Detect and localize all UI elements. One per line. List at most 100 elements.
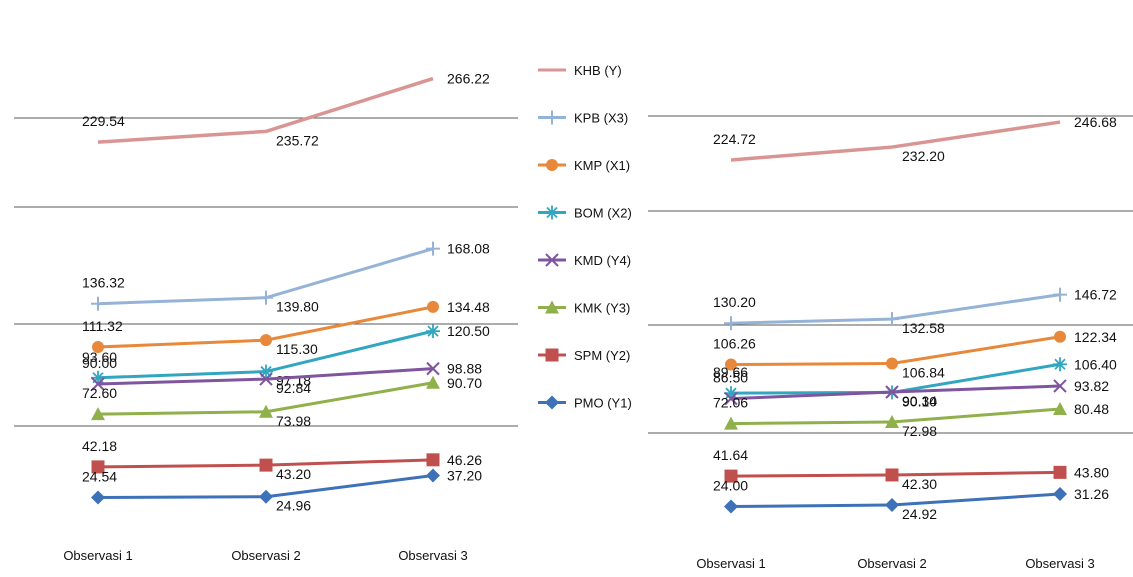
data-point bbox=[426, 361, 440, 376]
data-label: 106.26 bbox=[713, 336, 756, 352]
data-point bbox=[1053, 487, 1067, 502]
data-point bbox=[426, 468, 440, 483]
x-tick-label: Observasi 2 bbox=[231, 548, 300, 563]
data-point bbox=[91, 460, 105, 474]
data-label: 168.08 bbox=[447, 241, 490, 257]
series-line bbox=[97, 76, 434, 144]
data-label: 37.20 bbox=[447, 468, 482, 484]
legend-item-kmd-y4: KMD (Y4) bbox=[538, 253, 631, 268]
data-point bbox=[725, 358, 737, 371]
data-point bbox=[259, 404, 273, 418]
data-point bbox=[1053, 287, 1067, 302]
legend-item-spm-y2: SPM (Y2) bbox=[538, 348, 630, 363]
data-label: 43.20 bbox=[276, 466, 311, 482]
data-point bbox=[426, 453, 440, 467]
data-label: 92.84 bbox=[276, 380, 311, 396]
data-point bbox=[427, 300, 439, 313]
legend-label: KMK (Y3) bbox=[574, 301, 630, 316]
data-point bbox=[885, 497, 899, 512]
legend-item-khb-y: KHB (Y) bbox=[538, 63, 622, 78]
data-label: 139.80 bbox=[276, 299, 319, 315]
data-label: 106.84 bbox=[902, 365, 945, 381]
data-label: 235.72 bbox=[276, 132, 319, 148]
legend-label: BOM (X2) bbox=[574, 206, 632, 221]
series-line bbox=[730, 407, 1061, 426]
data-label: 90.70 bbox=[447, 375, 482, 391]
data-label: 134.48 bbox=[447, 299, 490, 315]
data-label: 42.18 bbox=[82, 438, 117, 454]
data-point bbox=[1054, 330, 1066, 343]
x-tick-label: Observasi 3 bbox=[1025, 556, 1094, 571]
data-label: 90.34 bbox=[902, 393, 937, 409]
data-label: 46.26 bbox=[447, 452, 482, 468]
data-point bbox=[259, 364, 273, 379]
data-point bbox=[886, 357, 898, 370]
data-point bbox=[1053, 379, 1067, 393]
data-point bbox=[724, 316, 738, 331]
legend-item-kmp-x1: KMP (X1) bbox=[538, 158, 630, 173]
data-point bbox=[259, 458, 273, 472]
legend-marker bbox=[545, 395, 559, 410]
data-label: 93.82 bbox=[1074, 378, 1109, 394]
series-kpb-x3: 136.32 139.80 168.08 bbox=[82, 241, 490, 315]
x-tick-label: Observasi 1 bbox=[696, 556, 765, 571]
data-label: 90.10 bbox=[902, 393, 937, 409]
data-point bbox=[885, 414, 899, 428]
data-point bbox=[91, 296, 105, 311]
data-point bbox=[724, 469, 738, 483]
legend-marker bbox=[545, 300, 559, 314]
data-label: 111.32 bbox=[82, 318, 123, 334]
series-pmo-y1: 24.00 24.92 31.26 bbox=[713, 478, 1109, 522]
legend-label: KMP (X1) bbox=[574, 158, 630, 173]
data-point bbox=[426, 324, 440, 339]
legend-marker bbox=[545, 253, 559, 267]
data-label: 72.06 bbox=[713, 395, 748, 411]
chart-2: Observasi 1 Observasi 2 Observasi 3224.722… bbox=[648, 114, 1133, 571]
legend-marker bbox=[545, 110, 559, 125]
series-spm-y2: 41.64 42.30 43.80 bbox=[713, 447, 1109, 492]
data-label: 224.72 bbox=[713, 131, 756, 147]
data-label: 24.96 bbox=[276, 498, 311, 514]
legend-marker bbox=[546, 159, 558, 171]
data-label: 266.22 bbox=[447, 71, 490, 87]
x-tick-label: Observasi 1 bbox=[63, 548, 132, 563]
data-label: 130.20 bbox=[713, 294, 756, 310]
data-label: 72.60 bbox=[82, 385, 117, 401]
data-point bbox=[92, 341, 104, 354]
data-point bbox=[885, 468, 899, 482]
data-label: 24.92 bbox=[902, 506, 937, 522]
data-point bbox=[426, 241, 440, 256]
data-label: 42.30 bbox=[902, 476, 937, 492]
series-kmd-y4: 86.50 90.34 93.82 bbox=[713, 370, 1109, 409]
data-label: 246.68 bbox=[1074, 114, 1117, 130]
data-point bbox=[259, 489, 273, 504]
x-tick-label: Observasi 3 bbox=[398, 548, 467, 563]
data-label: 146.72 bbox=[1074, 287, 1117, 303]
data-point bbox=[885, 385, 899, 399]
data-label: 106.40 bbox=[1074, 356, 1117, 372]
legend-label: KMD (Y4) bbox=[574, 253, 631, 268]
data-point bbox=[91, 490, 105, 505]
series-kmp-x1: 111.32 115.30 134.48 bbox=[82, 299, 490, 357]
data-point bbox=[259, 372, 273, 386]
data-label: 24.54 bbox=[82, 468, 117, 484]
gridlines bbox=[648, 115, 1133, 434]
data-label: 90.00 bbox=[82, 355, 117, 371]
series-line bbox=[730, 120, 1061, 162]
gridlines bbox=[14, 117, 518, 427]
legend-item-kmk-y3: KMK (Y3) bbox=[538, 300, 630, 316]
series-kmd-y4: 90.00 92.84 98.88 bbox=[82, 355, 482, 396]
data-point bbox=[259, 290, 273, 305]
data-label: 229.54 bbox=[82, 113, 125, 129]
legend-label: SPM (Y2) bbox=[574, 348, 630, 363]
series-khb-y: 224.72 232.20 246.68 bbox=[713, 114, 1117, 164]
data-label: 73.98 bbox=[276, 413, 311, 429]
data-label: 31.26 bbox=[1074, 486, 1109, 502]
chart-1: Observasi 1 Observasi 2 Observasi 3 229.54 2… bbox=[14, 71, 518, 563]
data-label: 80.48 bbox=[1074, 401, 1109, 417]
series-pmo-y1: 24.54 24.96 37.20 bbox=[82, 468, 482, 514]
legend-item-pmo-y1: PMO (Y1) bbox=[538, 395, 632, 411]
data-label: 72.98 bbox=[902, 423, 937, 439]
data-point bbox=[724, 499, 738, 514]
